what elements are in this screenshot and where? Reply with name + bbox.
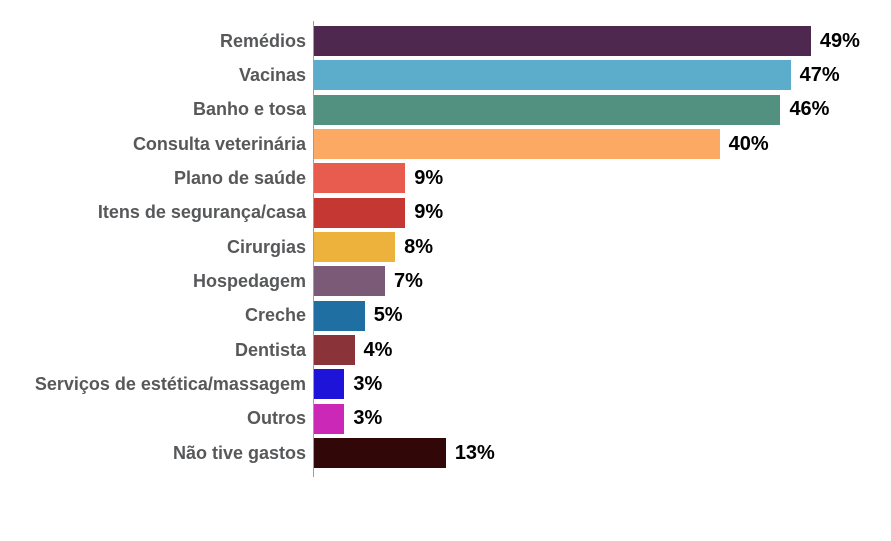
value-label: 9% [414, 201, 444, 224]
bar-area: 5% [314, 299, 891, 333]
value-label: 3% [353, 407, 383, 430]
bar-area: 7% [314, 264, 891, 298]
bar-area: 8% [314, 230, 891, 264]
chart-rows: Remédios 49% Vacinas 47% Banho e tosa 46% Cons… [0, 24, 891, 470]
bar [314, 266, 385, 297]
value-label: 49% [819, 29, 860, 52]
category-label: Creche [244, 305, 306, 326]
bar [314, 94, 781, 125]
bar [314, 369, 345, 400]
chart-row: Hospedagem 7% [0, 264, 891, 298]
bar [314, 403, 345, 434]
bar [314, 335, 355, 366]
chart-row: Plano de saúde 9% [0, 161, 891, 195]
value-label: 8% [404, 235, 434, 258]
bar-area: 13% [314, 436, 891, 470]
chart-row: Consulta veterinária 40% [0, 127, 891, 161]
chart-row: Outros 3% [0, 402, 891, 436]
chart-row: Vacinas 47% [0, 58, 891, 92]
chart-row: Remédios 49% [0, 24, 891, 58]
bar-area: 3% [314, 402, 891, 436]
value-label: 46% [789, 98, 830, 121]
category-label: Serviços de estética/massagem [34, 373, 306, 394]
bar-area: 40% [314, 127, 891, 161]
chart-row: Não tive gastos 13% [0, 436, 891, 470]
bar [314, 163, 406, 194]
bar-area: 46% [314, 93, 891, 127]
category-label: Banho e tosa [192, 99, 306, 120]
bar-area: 49% [314, 24, 891, 58]
bar-area: 9% [314, 161, 891, 195]
category-label: Plano de saúde [173, 167, 306, 188]
bar [314, 232, 396, 263]
category-label: Itens de segurança/casa [97, 202, 306, 223]
value-label: 4% [363, 338, 393, 361]
bar-area: 4% [314, 333, 891, 367]
value-label: 7% [393, 269, 423, 292]
bar [314, 438, 446, 469]
chart-row: Dentista 4% [0, 333, 891, 367]
category-label: Outros [246, 408, 306, 429]
category-label: Dentista [234, 339, 306, 360]
value-label: 5% [373, 304, 403, 327]
category-label: Hospedagem [192, 270, 306, 291]
bar [314, 129, 720, 160]
bar-area: 3% [314, 367, 891, 401]
value-label: 40% [728, 132, 769, 155]
category-label: Consulta veterinária [132, 133, 306, 154]
category-label: Cirurgias [226, 236, 306, 257]
bar-area: 47% [314, 58, 891, 92]
value-label: 13% [454, 441, 495, 464]
value-label: 3% [353, 372, 383, 395]
bar [314, 197, 406, 228]
bar [314, 60, 791, 91]
bar [314, 300, 365, 331]
chart-row: Banho e tosa 46% [0, 93, 891, 127]
value-label: 9% [414, 166, 444, 189]
category-label: Não tive gastos [172, 442, 306, 463]
bar-area: 9% [314, 196, 891, 230]
y-axis-line [313, 21, 314, 477]
chart-row: Serviços de estética/massagem 3% [0, 367, 891, 401]
bar [314, 26, 811, 57]
chart-row: Cirurgias 8% [0, 230, 891, 264]
chart-row: Creche 5% [0, 299, 891, 333]
value-label: 47% [799, 63, 840, 86]
chart-row: Itens de segurança/casa 9% [0, 196, 891, 230]
category-label: Remédios [219, 30, 306, 51]
category-label: Vacinas [238, 64, 306, 85]
